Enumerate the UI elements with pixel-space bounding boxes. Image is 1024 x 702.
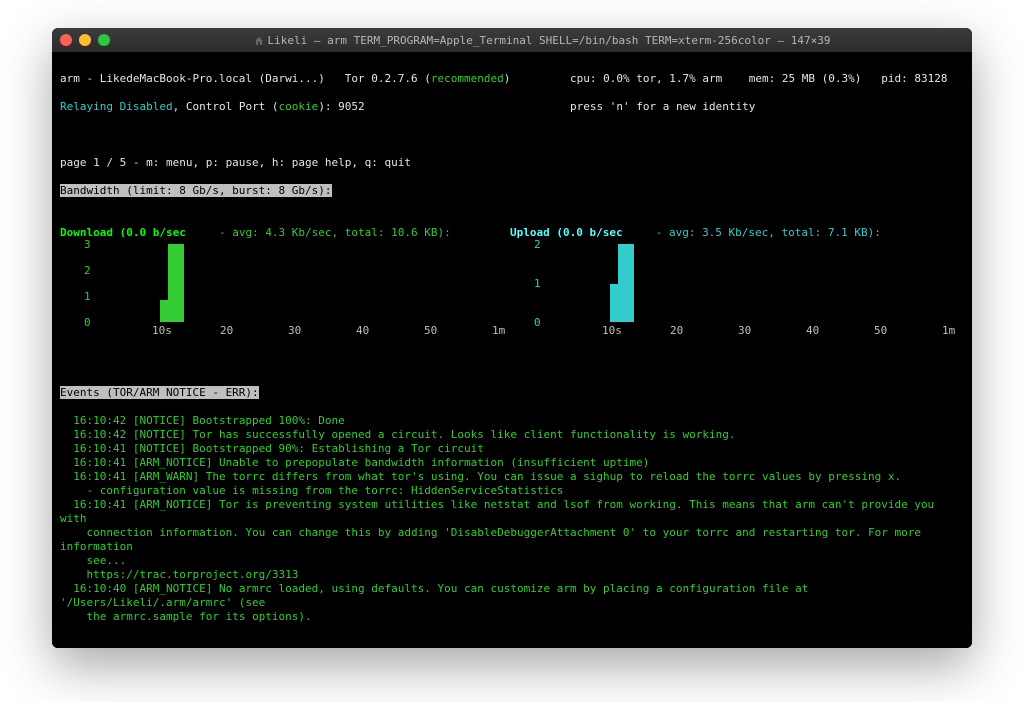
y-tick-label: 1 bbox=[84, 290, 91, 304]
page-nav: page 1 / 5 - m: menu, p: pause, h: page … bbox=[60, 156, 964, 170]
event-line: 16:10:40 [ARM_NOTICE] No armrc loaded, u… bbox=[60, 582, 964, 610]
x-tick-label: 10s bbox=[152, 324, 172, 338]
traffic-lights bbox=[60, 34, 110, 46]
event-line: connection information. You can change t… bbox=[60, 526, 964, 554]
chart-label-avg: - avg: 3.5 Kb/sec, total: 7.1 KB): bbox=[623, 226, 881, 239]
window-title-text: Likeli — arm TERM_PROGRAM=Apple_Terminal… bbox=[268, 34, 831, 47]
event-line: see... bbox=[60, 554, 964, 568]
y-tick-label: 0 bbox=[84, 316, 91, 330]
cpu-stat: cpu: 0.0% tor, 1.7% arm bbox=[570, 72, 722, 85]
spacer bbox=[722, 72, 749, 85]
blank-line bbox=[60, 128, 964, 142]
x-tick-label: 50 bbox=[874, 324, 887, 338]
events-list: 16:10:42 [NOTICE] Bootstrapped 100%: Don… bbox=[60, 414, 964, 624]
header-line-1: arm - LikedeMacBook-Pro.local (Darwi...)… bbox=[60, 72, 964, 86]
bandwidth-hl: Bandwidth (limit: 8 Gb/s, burst: 8 Gb/s)… bbox=[60, 184, 332, 197]
events-section: Events (TOR/ARM NOTICE - ERR): 16:10:42 … bbox=[60, 372, 964, 638]
x-tick-label: 30 bbox=[738, 324, 751, 338]
event-line: 16:10:41 [ARM_WARN] The torrc differs fr… bbox=[60, 470, 964, 484]
event-line: 16:10:41 [NOTICE] Bootstrapped 90%: Esta… bbox=[60, 442, 964, 456]
x-tick-label: 40 bbox=[356, 324, 369, 338]
x-tick-label: 50 bbox=[424, 324, 437, 338]
new-identity-hint: press 'n' for a new identity bbox=[570, 100, 755, 113]
header-line-2: Relaying Disabled, Control Port (cookie)… bbox=[60, 100, 964, 114]
relay-status: Relaying Disabled bbox=[60, 100, 173, 113]
y-tick-label: 0 bbox=[534, 316, 541, 330]
minimize-icon[interactable] bbox=[79, 34, 91, 46]
event-line: 16:10:41 [ARM_NOTICE] Tor is preventing … bbox=[60, 498, 964, 526]
bandwidth-chart: Upload (0.0 b/sec - avg: 3.5 Kb/sec, tot… bbox=[510, 226, 960, 338]
y-tick-label: 3 bbox=[84, 238, 91, 252]
ctrl-text-1: , Control Port ( bbox=[173, 100, 279, 113]
event-line: 16:10:42 [NOTICE] Tor has successfully o… bbox=[60, 428, 964, 442]
x-tick-label: 20 bbox=[670, 324, 683, 338]
charts-row: Download (0.0 b/sec - avg: 4.3 Kb/sec, t… bbox=[60, 226, 964, 338]
event-line: 16:10:42 [NOTICE] Bootstrapped 100%: Don… bbox=[60, 414, 964, 428]
x-tick-label: 1m bbox=[942, 324, 955, 338]
spacer bbox=[510, 72, 570, 85]
zoom-icon[interactable] bbox=[98, 34, 110, 46]
bandwidth-header: Bandwidth (limit: 8 Gb/s, burst: 8 Gb/s)… bbox=[60, 184, 964, 198]
ctrl-text-2: ): 9052 bbox=[318, 100, 364, 113]
event-line: https://trac.torproject.org/3313 bbox=[60, 568, 964, 582]
chart-label-current: Download (0.0 b/sec bbox=[60, 226, 186, 239]
host-info: arm - LikedeMacBook-Pro.local (Darwi...)… bbox=[60, 72, 431, 85]
x-tick-label: 40 bbox=[806, 324, 819, 338]
chart-label-avg: - avg: 4.3 Kb/sec, total: 10.6 KB): bbox=[186, 226, 451, 239]
y-tick-label: 2 bbox=[534, 238, 541, 252]
y-tick-label: 1 bbox=[534, 277, 541, 291]
pid-stat: pid: 83128 bbox=[881, 72, 947, 85]
x-tick-label: 20 bbox=[220, 324, 233, 338]
bandwidth-chart: Download (0.0 b/sec - avg: 4.3 Kb/sec, t… bbox=[60, 226, 510, 338]
mem-stat: mem: 25 MB (0.3%) bbox=[749, 72, 862, 85]
events-hl: Events (TOR/ARM NOTICE - ERR): bbox=[60, 386, 259, 399]
chart-title: Download (0.0 b/sec - avg: 4.3 Kb/sec, t… bbox=[60, 226, 510, 240]
chart-label-current: Upload (0.0 b/sec bbox=[510, 226, 623, 239]
home-icon bbox=[254, 36, 264, 46]
spacer bbox=[861, 72, 881, 85]
x-tick-label: 30 bbox=[288, 324, 301, 338]
close-icon[interactable] bbox=[60, 34, 72, 46]
terminal-body[interactable]: arm - LikedeMacBook-Pro.local (Darwi...)… bbox=[52, 52, 972, 648]
recommended-label: recommended bbox=[431, 72, 504, 85]
event-line: 16:10:41 [ARM_NOTICE] Unable to prepopul… bbox=[60, 456, 964, 470]
x-tick-label: 1m bbox=[492, 324, 505, 338]
y-tick-label: 2 bbox=[84, 264, 91, 278]
window-title: Likeli — arm TERM_PROGRAM=Apple_Terminal… bbox=[120, 34, 964, 47]
event-line: - configuration value is missing from th… bbox=[60, 484, 964, 498]
cookie-label: cookie bbox=[279, 100, 319, 113]
x-tick-label: 10s bbox=[602, 324, 622, 338]
events-header: Events (TOR/ARM NOTICE - ERR): bbox=[60, 386, 964, 400]
titlebar[interactable]: Likeli — arm TERM_PROGRAM=Apple_Terminal… bbox=[52, 28, 972, 53]
terminal-window: Likeli — arm TERM_PROGRAM=Apple_Terminal… bbox=[52, 28, 972, 648]
chart-title: Upload (0.0 b/sec - avg: 3.5 Kb/sec, tot… bbox=[510, 226, 960, 240]
spacer bbox=[365, 100, 570, 113]
event-line: the armrc.sample for its options). bbox=[60, 610, 964, 624]
